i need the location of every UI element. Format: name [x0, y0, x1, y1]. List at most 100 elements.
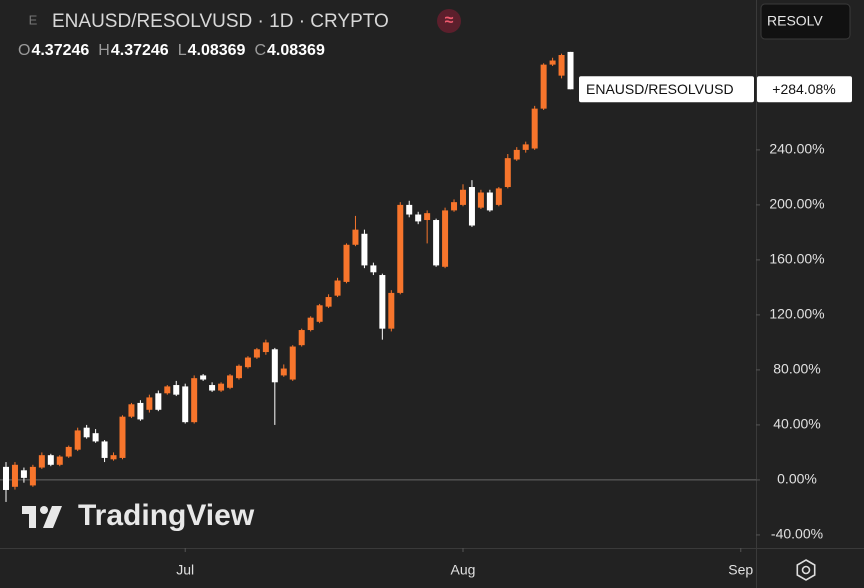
candle-body: [29, 466, 36, 486]
candle-body: [397, 204, 404, 293]
candle-body: [495, 188, 502, 205]
candle-body: [244, 357, 251, 368]
candle-body: [406, 204, 413, 215]
series-name-box: [579, 76, 754, 103]
settings-icon-center[interactable]: [801, 565, 811, 575]
y-tick-label: 200.00%: [769, 196, 824, 212]
candle-body: [567, 51, 574, 90]
candle-body: [11, 464, 18, 487]
candle-body: [74, 430, 81, 450]
candle-body: [280, 368, 287, 376]
candle-body: [361, 233, 368, 266]
ohlc-value: 4.37246: [31, 42, 89, 59]
watermark: TradingView: [78, 499, 255, 532]
settings-button[interactable]: [796, 559, 816, 581]
candle-body: [56, 456, 63, 465]
candle-body: [415, 214, 422, 222]
series-name-label: ENAUSD/RESOLVUSD: [586, 81, 734, 97]
candle-body: [200, 375, 207, 380]
candle-body: [459, 189, 466, 205]
plot: [0, 51, 756, 502]
ohlc-legend: O 4.37246 H 4.37246 L 4.08369 C 4.08369: [18, 42, 325, 59]
candle-body: [531, 108, 538, 149]
candle-body: [119, 416, 126, 458]
ohlc-value: 4.08369: [267, 42, 325, 59]
y-tick-label: -40.00%: [771, 526, 823, 542]
candle-body: [451, 202, 458, 211]
candle-body: [110, 455, 117, 460]
candle-body: [128, 404, 135, 417]
candle-body: [101, 441, 108, 458]
candle-body: [379, 275, 386, 329]
candle-body: [334, 280, 341, 296]
ohlc-key: C: [254, 42, 266, 59]
exchange-icon-glyph: ≈: [445, 12, 454, 29]
exchange-icon: [437, 9, 461, 33]
candle-body: [388, 292, 395, 329]
symbol-icon: E: [29, 12, 38, 27]
candle-body: [477, 192, 484, 208]
ohlc-value: 4.37246: [111, 42, 169, 59]
candle-body: [540, 64, 547, 109]
candle-body: [424, 213, 431, 221]
candle-body: [173, 385, 180, 395]
candle-body: [271, 349, 278, 383]
logo-part: [40, 506, 48, 514]
x-tick-label: Jul: [176, 562, 194, 578]
candle-body: [468, 187, 475, 226]
candle-body: [486, 192, 493, 211]
candle-body: [558, 55, 565, 76]
ohlc-key: O: [18, 42, 30, 59]
candle-body: [549, 60, 556, 65]
candle-body: [209, 385, 216, 391]
candle-body: [227, 375, 234, 388]
candle-body: [155, 393, 162, 410]
candle-body: [253, 349, 260, 358]
candle-body: [289, 346, 296, 380]
candle-body: [92, 433, 99, 442]
last-value-box: [757, 76, 852, 103]
logo-part: [43, 506, 62, 528]
candle-body: [307, 317, 314, 331]
compare-button-label[interactable]: RESOLV: [767, 13, 823, 29]
candle-body: [83, 427, 90, 438]
y-tick-label: 40.00%: [773, 416, 820, 432]
candle-body: [433, 220, 440, 266]
candle-body: [316, 305, 323, 322]
x-tick-label: Aug: [451, 562, 476, 578]
candle-body: [325, 297, 332, 307]
candle-body: [146, 397, 153, 410]
candle-body: [343, 244, 350, 282]
watermark-logo: [22, 506, 62, 528]
candle-body: [522, 144, 529, 150]
candle-body: [298, 330, 305, 346]
candle-body: [47, 455, 54, 465]
candle-body: [20, 470, 27, 478]
candle-body: [191, 378, 198, 423]
last-value-text: +284.08%: [772, 81, 835, 97]
logo-part: [29, 506, 36, 528]
candle-body: [262, 342, 269, 353]
settings-icon[interactable]: [796, 559, 816, 581]
y-tick-label: 240.00%: [769, 141, 824, 157]
candle-body: [137, 402, 144, 420]
candle-body: [504, 158, 511, 188]
candle-body: [442, 210, 449, 267]
candle-body: [3, 466, 10, 490]
y-tick-label: 0.00%: [777, 471, 817, 487]
y-tick-label: 80.00%: [773, 361, 820, 377]
ohlc-key: L: [178, 42, 187, 59]
candle-body: [513, 149, 520, 160]
candle-body: [182, 386, 189, 423]
y-tick-label: 120.00%: [769, 306, 824, 322]
ohlc-value: 4.08369: [188, 42, 246, 59]
ohlc-key: H: [98, 42, 110, 59]
candle-body: [164, 386, 171, 394]
compare-button[interactable]: [760, 3, 851, 40]
x-tick-label: Sep: [728, 562, 753, 578]
candle-body: [370, 265, 377, 273]
chart-title: ENAUSD/RESOLVUSD · 1D · CRYPTO: [52, 11, 389, 32]
candle-body: [218, 383, 225, 391]
